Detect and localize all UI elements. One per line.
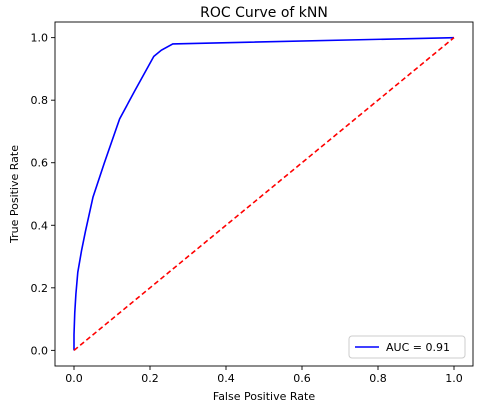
plot-area — [54, 21, 474, 367]
y-axis-ticks: 0.0 0.2 0.4 0.6 0.8 1.0 — [31, 32, 55, 357]
plot-frame — [54, 21, 474, 367]
y-axis-label: True Positive Rate — [8, 145, 21, 244]
legend-box — [348, 335, 466, 359]
y-tick-label: 0.4 — [31, 219, 49, 232]
y-tick-label: 0.6 — [31, 157, 49, 170]
x-tick-label: 0.2 — [141, 372, 159, 385]
chart-title: ROC Curve of kNN — [200, 5, 328, 21]
x-tick-label: 1.0 — [445, 372, 463, 385]
y-tick-label: 1.0 — [31, 32, 49, 45]
x-tick-label: 0.0 — [65, 372, 83, 385]
x-tick-label: 0.6 — [293, 372, 311, 385]
x-tick-label: 0.4 — [217, 372, 235, 385]
x-axis-ticks: 0.0 0.2 0.4 0.6 0.8 1.0 — [65, 366, 463, 385]
chance-diagonal-line — [73, 37, 455, 351]
legend: AUC = 0.91 — [348, 335, 466, 359]
roc-curve-line — [73, 36, 455, 351]
y-tick-label: 0.0 — [31, 344, 49, 357]
y-tick-label: 0.8 — [31, 94, 49, 107]
x-tick-label: 0.8 — [369, 372, 387, 385]
legend-label: AUC = 0.91 — [386, 341, 450, 354]
x-axis-label: False Positive Rate — [213, 390, 315, 403]
y-tick-label: 0.2 — [31, 282, 49, 295]
